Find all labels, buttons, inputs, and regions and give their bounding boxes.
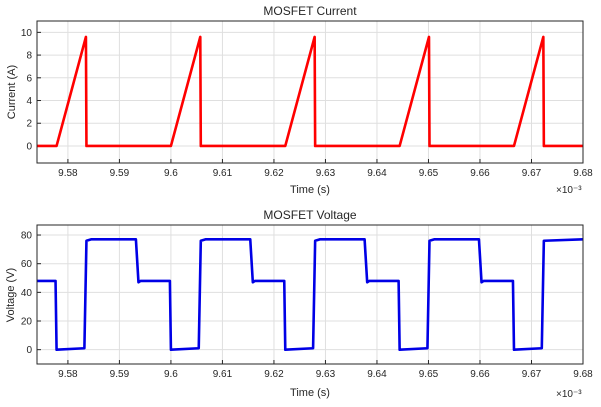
current-x-tick-label: 9.6 <box>164 168 178 179</box>
current-plot-area <box>36 20 584 164</box>
voltage-x-tick-label: 9.66 <box>470 369 490 380</box>
voltage-x-tick-label: 9.64 <box>367 369 387 380</box>
current-x-tick-label: 9.64 <box>367 168 387 179</box>
current-x-tick-label: 9.62 <box>264 168 284 179</box>
current-x-tick-label: 9.65 <box>419 168 439 179</box>
voltage-x-tick-label: 9.68 <box>573 369 593 380</box>
current-ticks: 9.58 9.59 9.6 9.61 9.62 9.63 9.64 9.65 9.66 9.67 9… <box>21 28 593 179</box>
current-y-tick-label: 4 <box>26 96 32 107</box>
current-x-tick-label: 9.59 <box>110 168 130 179</box>
voltage-x-tick-label: 9.61 <box>213 369 233 380</box>
voltage-chart: MOSFET Voltage 9.58 9.59 9.6 9.61 9.62 9.63 9.… <box>5 208 593 400</box>
current-y-axis-label: Current (A) <box>6 65 18 119</box>
current-y-tick-label: 2 <box>26 119 32 130</box>
current-chart: MOSFET Current 9.58 9.59 9.6 9.61 9.62 9.63 9.… <box>6 4 593 196</box>
current-y-tick-label: 8 <box>26 51 32 62</box>
voltage-x-tick-label: 9.6 <box>164 369 178 380</box>
voltage-x-axis-label: Time (s) <box>290 387 330 399</box>
voltage-chart-title: MOSFET Voltage <box>263 208 356 222</box>
current-x-tick-label: 9.58 <box>58 168 78 179</box>
voltage-x-tick-label: 9.58 <box>58 369 78 380</box>
current-y-tick-label: 10 <box>21 28 33 39</box>
voltage-y-tick-label: 40 <box>21 288 33 299</box>
voltage-x-tick-label: 9.62 <box>264 369 284 380</box>
current-x-multiplier: ×10⁻³ <box>556 185 582 196</box>
current-x-tick-label: 9.68 <box>573 168 593 179</box>
voltage-x-tick-label: 9.59 <box>110 369 130 380</box>
voltage-y-tick-label: 20 <box>21 317 33 328</box>
current-x-tick-label: 9.63 <box>316 168 336 179</box>
current-x-tick-label: 9.67 <box>522 168 542 179</box>
current-series-line <box>37 35 583 148</box>
current-y-tick-label: 6 <box>26 73 32 84</box>
voltage-plot-frame <box>36 224 584 365</box>
current-plot-frame <box>36 20 584 164</box>
voltage-ticks: 9.58 9.59 9.6 9.61 9.62 9.63 9.64 9.65 9.66 9.67 9… <box>21 231 593 380</box>
current-y-tick-label: 0 <box>26 141 32 152</box>
voltage-y-tick-label: 0 <box>26 345 32 356</box>
current-x-tick-label: 9.61 <box>213 168 233 179</box>
voltage-y-axis-label: Voltage (V) <box>5 268 17 322</box>
current-chart-title: MOSFET Current <box>263 4 357 18</box>
voltage-y-tick-label: 80 <box>21 231 33 242</box>
voltage-y-tick-label: 60 <box>21 259 33 270</box>
voltage-x-multiplier: ×10⁻³ <box>556 389 582 400</box>
current-x-tick-label: 9.66 <box>470 168 490 179</box>
voltage-series-line <box>37 238 584 351</box>
current-x-axis-label: Time (s) <box>290 184 330 196</box>
voltage-x-tick-label: 9.67 <box>522 369 542 380</box>
voltage-plot-area <box>36 224 584 365</box>
voltage-x-tick-label: 9.65 <box>419 369 439 380</box>
voltage-x-tick-label: 9.63 <box>316 369 336 380</box>
